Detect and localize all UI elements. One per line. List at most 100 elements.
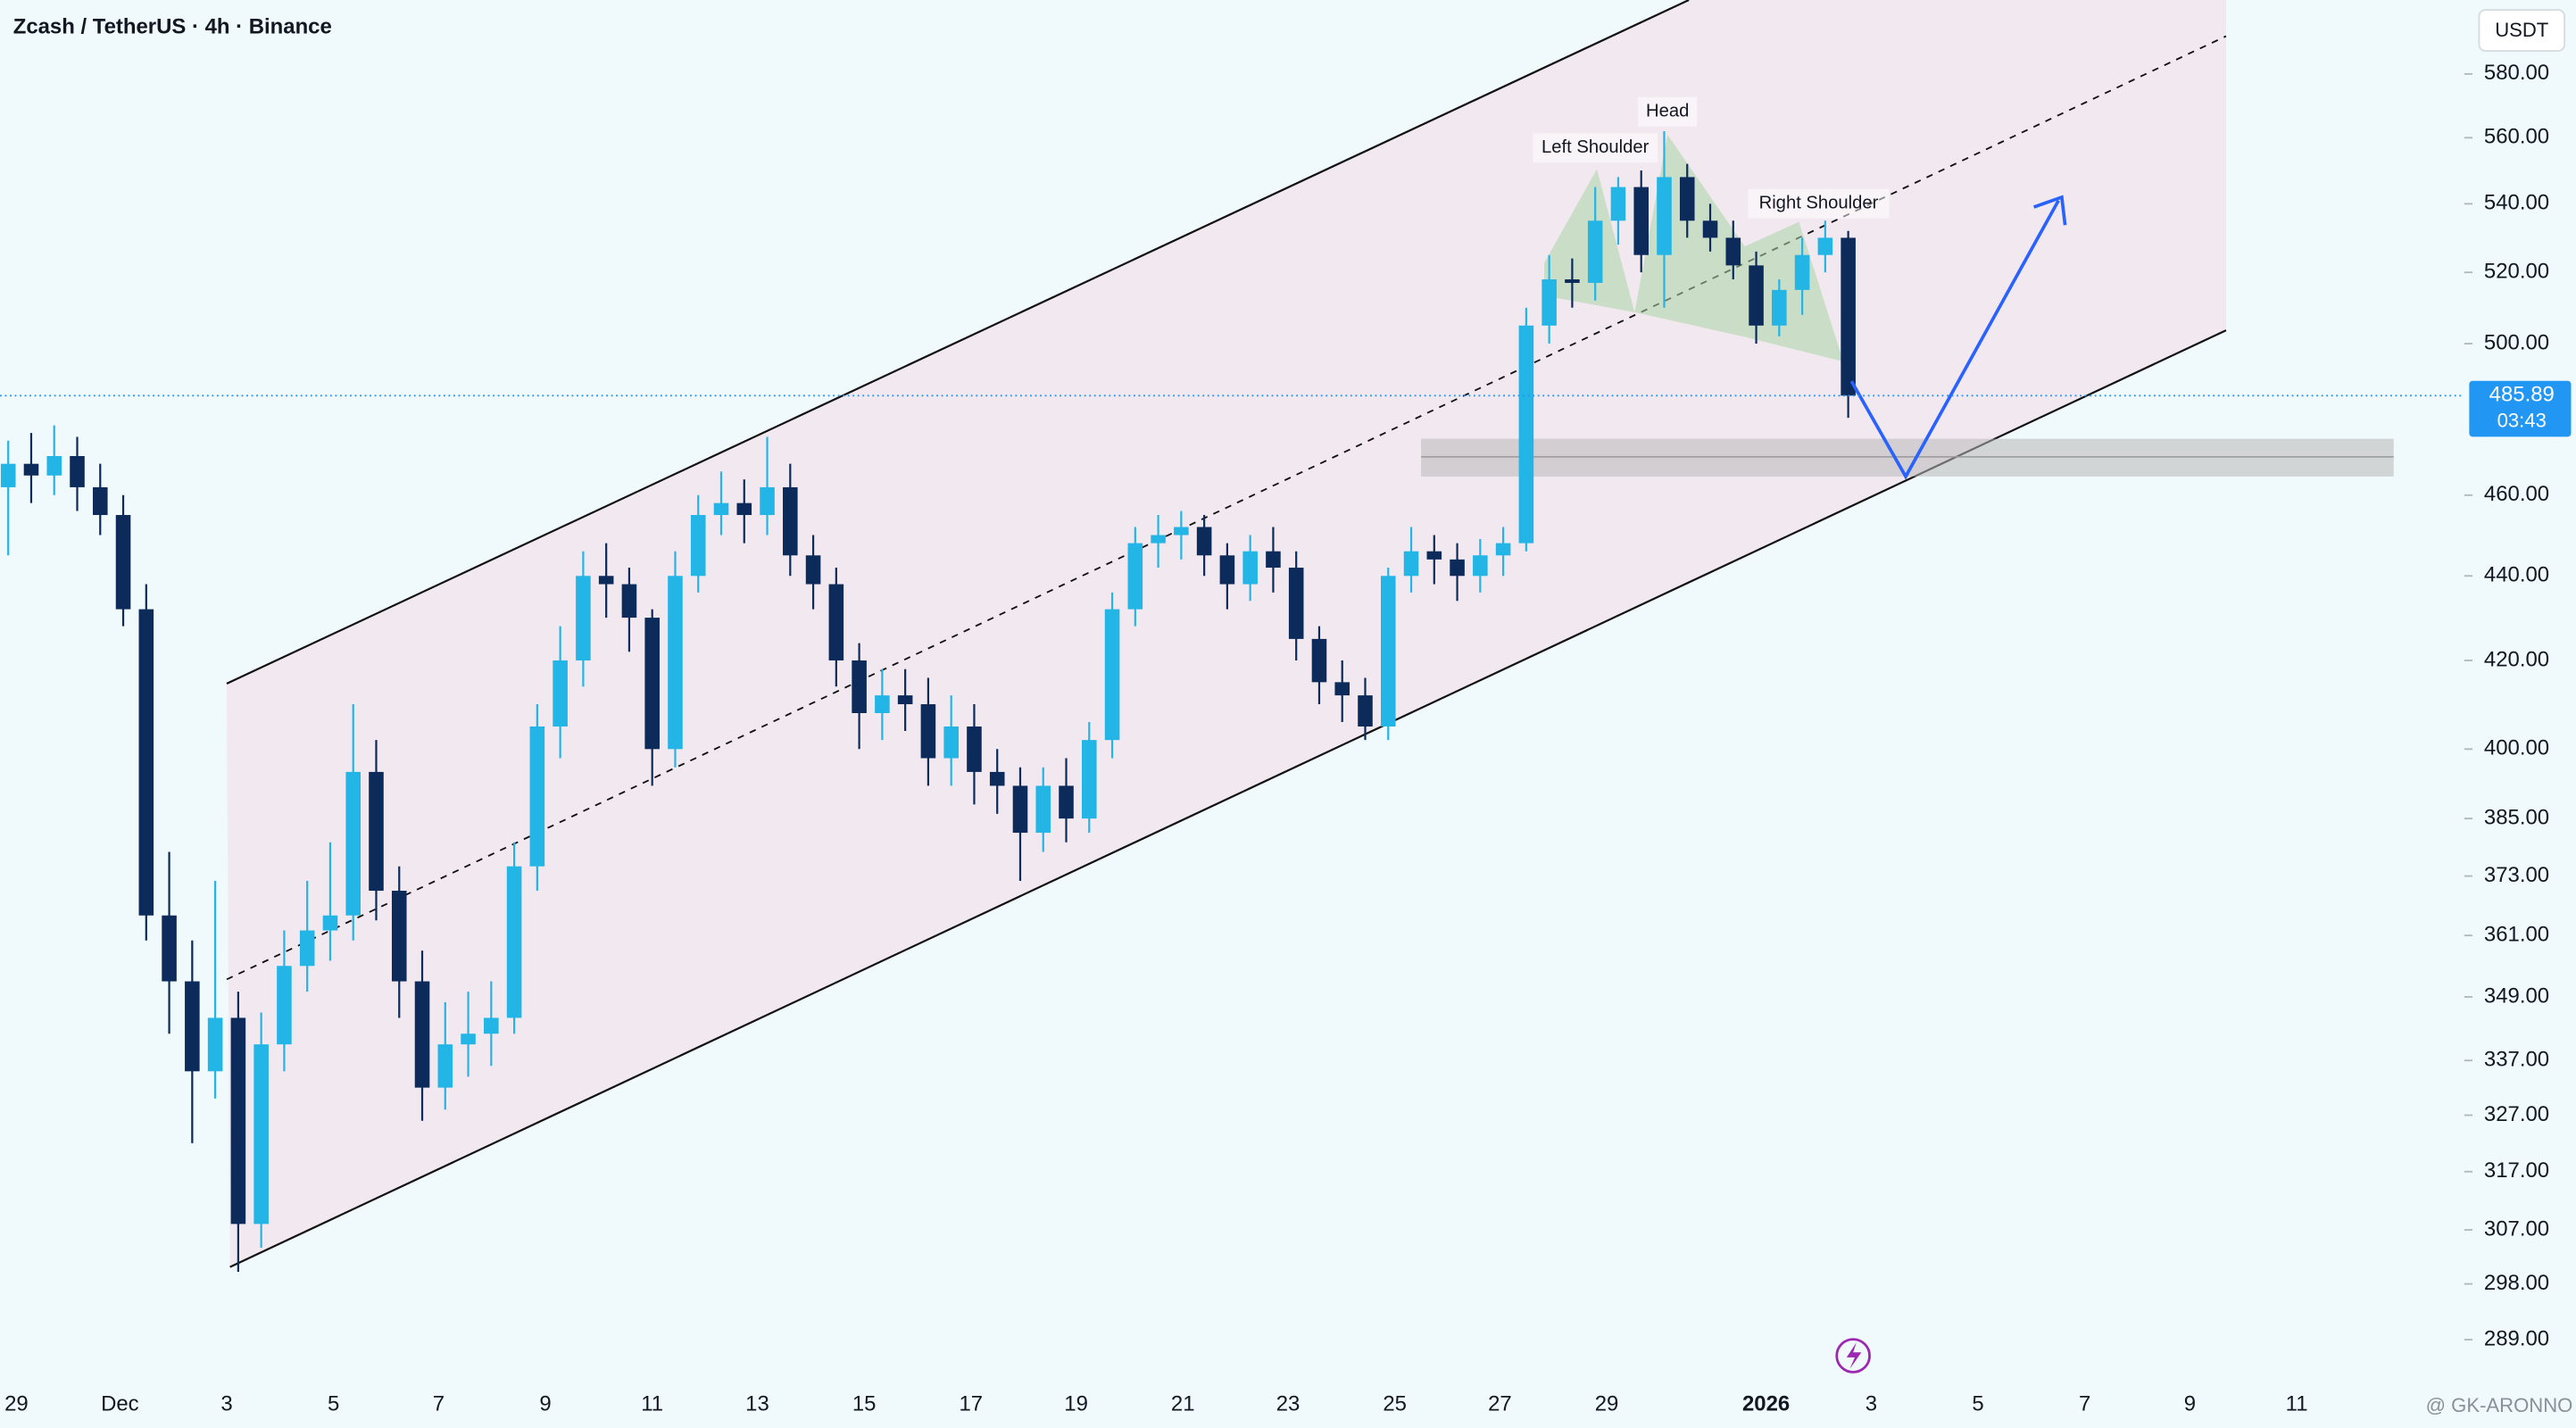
candle-body	[484, 1017, 499, 1034]
x-tick-label: 23	[1276, 1392, 1300, 1416]
candle-body	[1841, 237, 1856, 396]
candle-body	[1657, 177, 1672, 255]
label-box	[1638, 96, 1698, 127]
candle-body	[713, 502, 729, 516]
x-tick-label: 11	[641, 1392, 663, 1416]
candle-body	[828, 584, 844, 660]
candle-body	[1541, 279, 1557, 326]
event-icon[interactable]	[1835, 1338, 1871, 1374]
candle-body	[299, 930, 315, 967]
x-tick-label: 19	[1064, 1392, 1088, 1416]
candle-body	[461, 1034, 476, 1045]
head-shoulders-pattern	[1544, 134, 1844, 362]
candle-body	[322, 915, 338, 931]
x-tick-label: 29	[4, 1392, 29, 1416]
candle-body	[967, 726, 982, 772]
y-tick-label: 580.00	[2484, 61, 2549, 85]
candle-body	[414, 981, 430, 1088]
countdown: 03:43	[2497, 410, 2547, 432]
candle-body	[92, 486, 108, 516]
candle-body	[1104, 609, 1120, 741]
candle-body	[897, 695, 913, 705]
x-tick-label: 5	[1972, 1392, 1983, 1416]
last-price-box	[2469, 380, 2572, 437]
x-tick-label: 5	[328, 1392, 339, 1416]
candle-body	[1082, 740, 1097, 819]
event-icon-bolt	[1846, 1342, 1862, 1369]
candle-body	[1196, 527, 1212, 556]
candle-body	[1403, 551, 1419, 577]
candle-body	[506, 866, 522, 1018]
candle-body	[576, 576, 591, 660]
y-tick-label: 337.00	[2484, 1048, 2549, 1072]
channel-mid	[226, 35, 2227, 981]
y-tick-label: 520.00	[2484, 260, 2549, 284]
x-tick-label: 17	[959, 1392, 983, 1416]
candle-body	[1817, 237, 1833, 255]
pattern-label: Left Shoulder	[1541, 137, 1649, 157]
y-tick-label: 373.00	[2484, 863, 2549, 887]
x-tick-label: 9	[539, 1392, 551, 1416]
candle-body	[1473, 555, 1488, 577]
candle-body	[46, 455, 62, 476]
arrow-head	[2033, 195, 2067, 226]
x-tick-label: 2026	[1742, 1392, 1790, 1416]
candle-body	[1151, 535, 1166, 544]
last-price-label: 485.89	[2489, 383, 2555, 407]
projection-arrow	[1849, 199, 2060, 480]
candle-body	[1587, 220, 1603, 283]
x-tick-label: 7	[433, 1392, 445, 1416]
candle-body	[1266, 551, 1281, 569]
candle-body	[852, 660, 867, 713]
candle-body	[369, 771, 384, 892]
candle-body	[690, 515, 706, 577]
chart-title: Zcash / TetherUS · 4h · Binance	[13, 15, 332, 39]
y-tick-label: 540.00	[2484, 191, 2549, 215]
currency: USDT	[2495, 19, 2548, 41]
candle-body	[1426, 551, 1442, 560]
candle-body	[598, 576, 614, 585]
candle-body	[277, 966, 292, 1045]
y-tick-label: 440.00	[2484, 563, 2549, 587]
candle-body	[1450, 559, 1465, 577]
candle-body	[943, 726, 959, 759]
candle-body	[185, 981, 200, 1072]
x-tick-label: 3	[220, 1392, 232, 1416]
watermark: @ GK-ARONNO	[2426, 1394, 2573, 1416]
candle-body	[345, 771, 361, 916]
candle-body	[253, 1044, 269, 1225]
candle-body	[1495, 543, 1511, 556]
y-tick-label: 327.00	[2484, 1102, 2549, 1126]
candle-body	[760, 486, 775, 516]
x-tick-label: Dec	[101, 1392, 139, 1416]
candle-body	[1380, 576, 1396, 727]
candle-body	[1334, 682, 1350, 696]
y-tick-label: 460.00	[2484, 482, 2549, 506]
candle-body	[621, 584, 637, 619]
candle-body	[1725, 237, 1741, 266]
x-tick-label: 15	[852, 1392, 877, 1416]
candle-body	[644, 618, 660, 750]
candle-body	[1772, 289, 1787, 326]
candle-body	[391, 891, 407, 982]
currency-box	[2478, 9, 2566, 52]
candle-body	[1012, 785, 1028, 834]
x-tick-label: 11	[2286, 1392, 2308, 1416]
y-tick-label: 500.00	[2484, 330, 2549, 354]
candle-body	[805, 555, 821, 585]
candle-body	[783, 486, 798, 556]
x-tick-label: 21	[1171, 1392, 1195, 1416]
candle-body	[1702, 220, 1718, 238]
y-tick-label: 385.00	[2484, 805, 2549, 829]
price-axis	[2464, 0, 2576, 1381]
candle-body	[1311, 638, 1327, 683]
candle-body	[162, 915, 177, 982]
candle-body	[1035, 785, 1051, 834]
y-tick-label: 400.00	[2484, 736, 2549, 760]
candle-body	[668, 576, 683, 750]
candle-body	[1059, 785, 1074, 819]
candle-body	[0, 463, 16, 487]
candle-body	[1219, 555, 1235, 585]
